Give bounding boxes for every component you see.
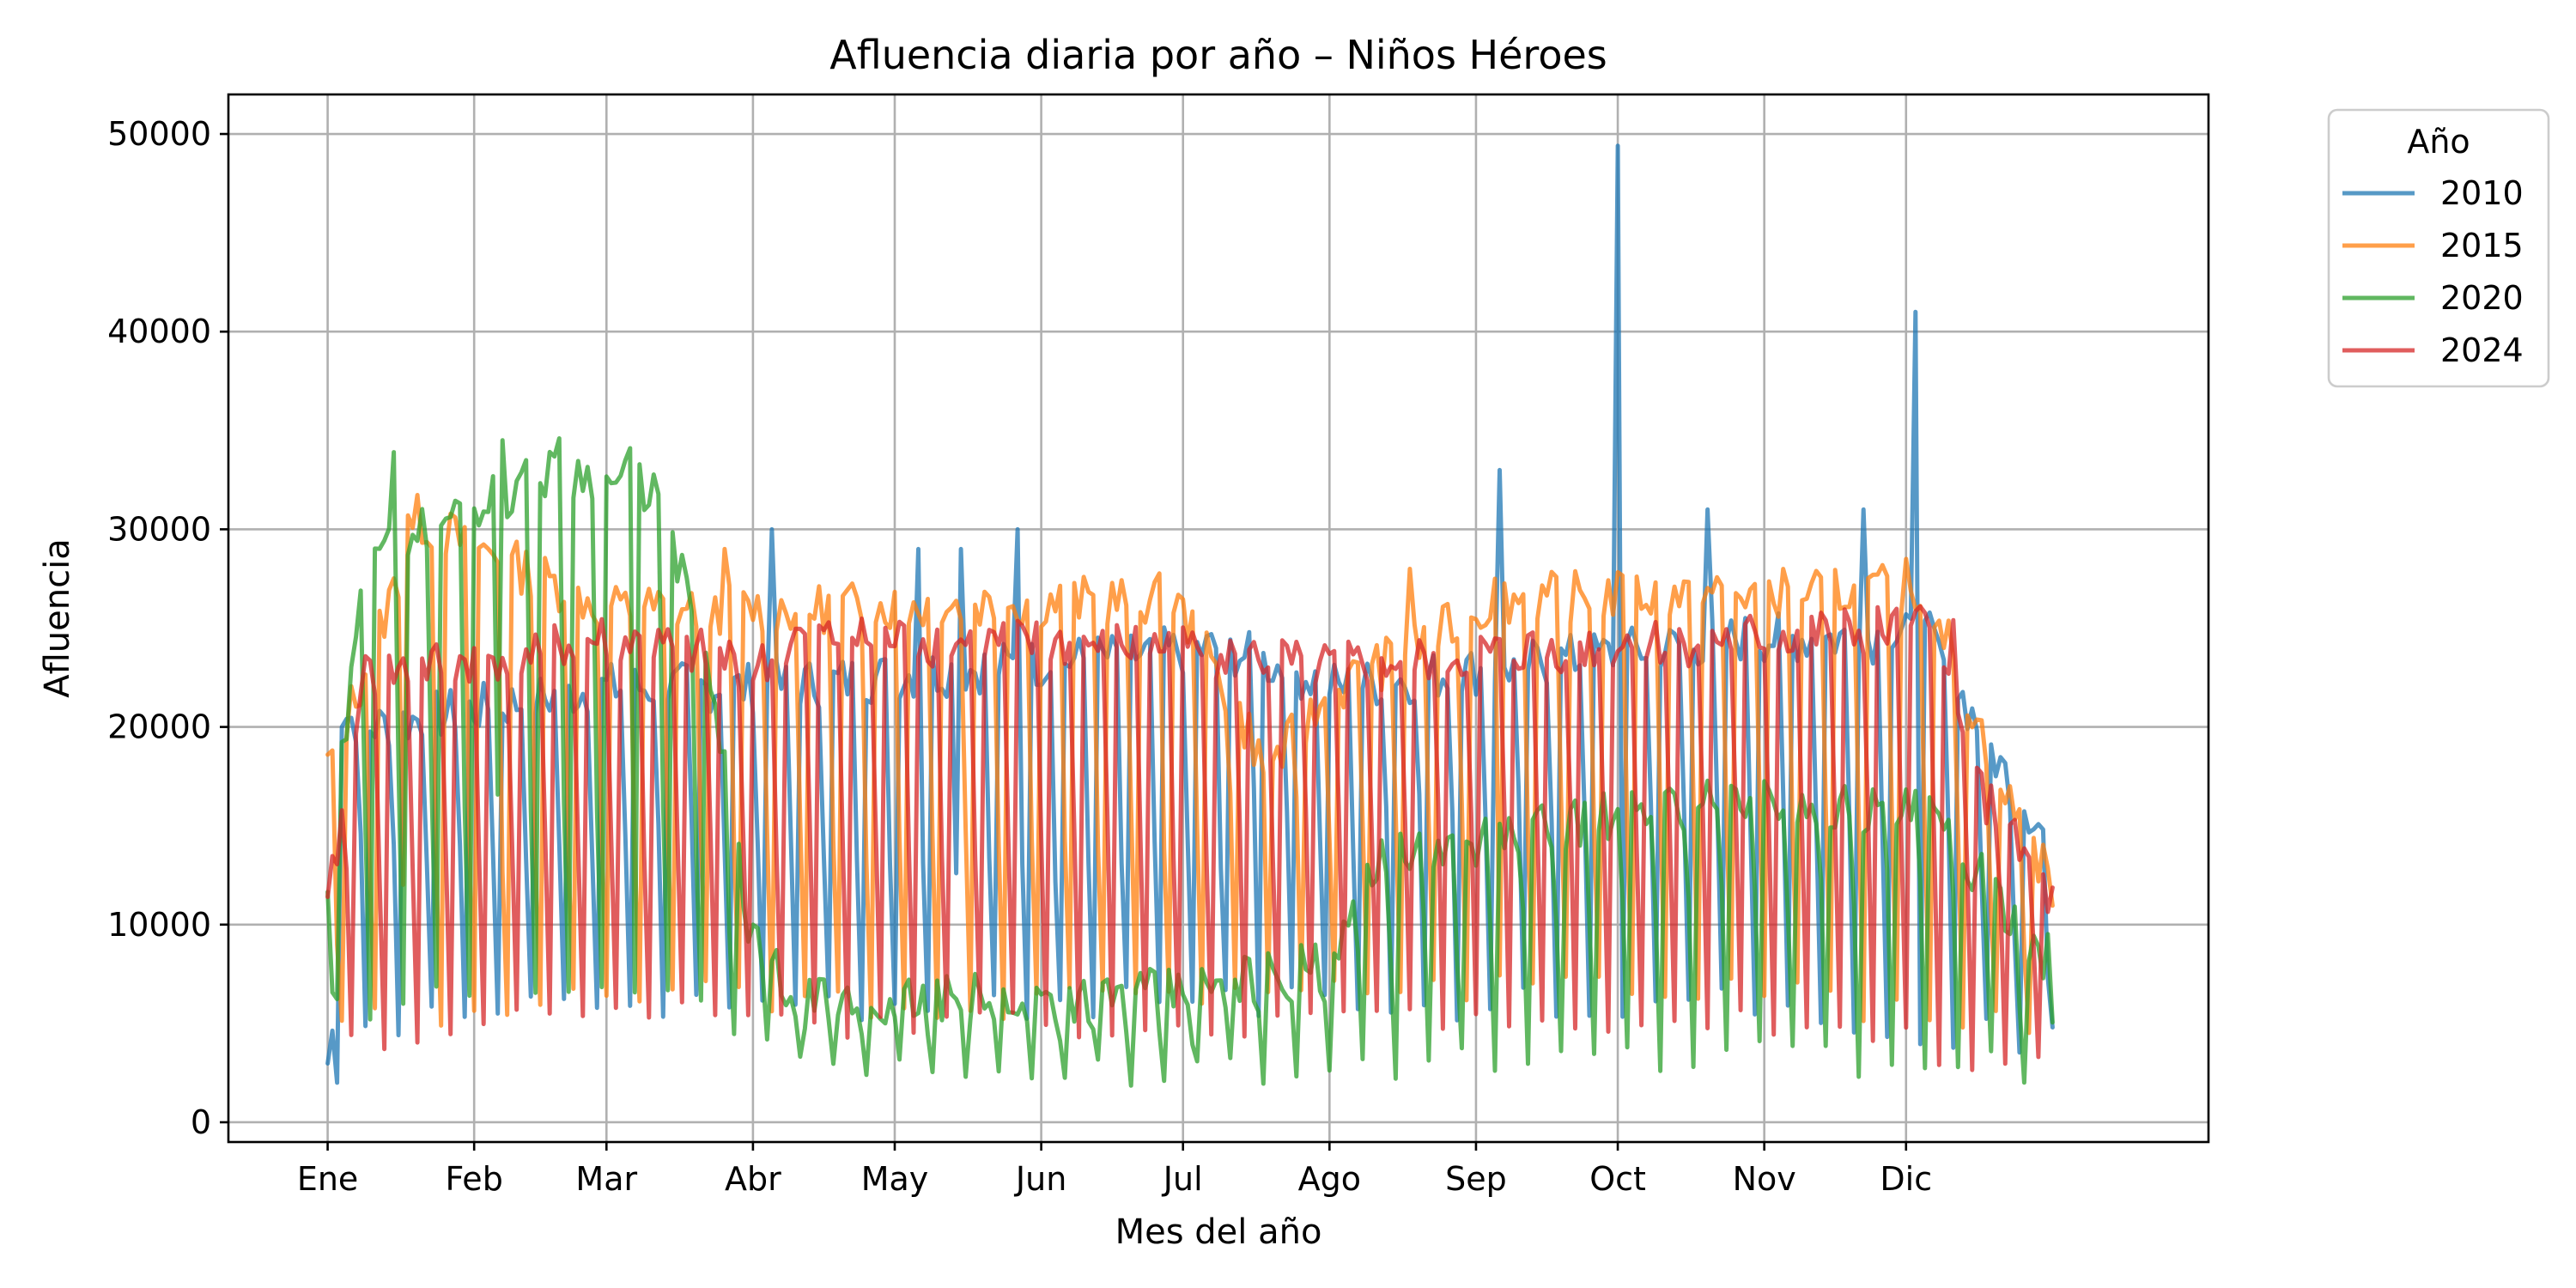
legend-box [2327, 108, 2550, 388]
x-tick-label: Sep [1445, 1160, 1507, 1198]
x-tick-label: Ene [297, 1160, 358, 1198]
x-tick-label: Oct [1589, 1160, 1646, 1198]
x-tick-label: Feb [446, 1160, 503, 1198]
x-tick-label: Abr [725, 1160, 781, 1198]
x-tick-label: Dic [1880, 1160, 1932, 1198]
legend-label-2015: 2015 [2440, 227, 2524, 264]
series-lines [325, 143, 2055, 1088]
y-axis: 0 10000 20000 30000 40000 50000 [107, 115, 228, 1141]
y-tick-label: 40000 [107, 313, 211, 350]
legend-title: Año [2407, 123, 2470, 161]
series-line-2020 [325, 436, 2055, 1088]
plot-frame [227, 93, 2210, 1144]
legend: Año 2010 2015 2020 2024 [2327, 108, 2550, 388]
x-axis-label: Mes del año [1115, 1212, 1322, 1252]
y-tick-label: 20000 [107, 708, 211, 746]
legend-label-2020: 2020 [2440, 279, 2524, 317]
y-tick-label: 0 [191, 1103, 211, 1141]
x-tick-label: Jun [1014, 1160, 1066, 1198]
x-axis: Ene Feb Mar Abr May Jun Jul Ago Sep Oct Nov Dic [297, 1142, 1932, 1198]
legend-items: 2010 2015 2020 2024 [2342, 174, 2524, 369]
y-tick-label: 10000 [107, 906, 211, 944]
y-axis-label: Afluencia [38, 538, 77, 698]
y-tick-label: 30000 [107, 510, 211, 548]
series-line-2015 [325, 493, 2055, 1036]
x-tick-label: May [861, 1160, 929, 1198]
x-tick-label: Mar [575, 1160, 637, 1198]
series-line-2024 [325, 604, 2055, 1072]
x-tick-label: Ago [1298, 1160, 1361, 1198]
legend-label-2010: 2010 [2440, 174, 2524, 212]
x-tick-label: Nov [1733, 1160, 1796, 1198]
y-tick-label: 50000 [107, 115, 211, 153]
x-tick-label: Jul [1162, 1160, 1203, 1198]
chart-title: Afluencia diaria por año – Niños Héroes [829, 32, 1607, 78]
legend-label-2024: 2024 [2440, 331, 2524, 369]
